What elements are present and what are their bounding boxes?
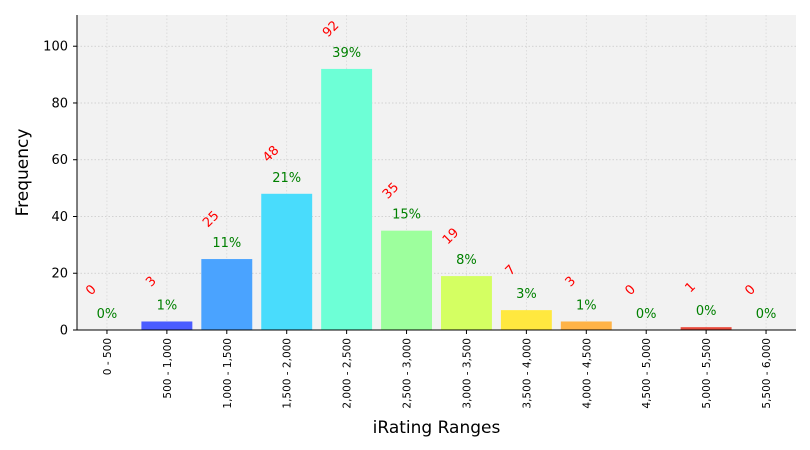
percent-label: 0%: [696, 304, 717, 319]
bar: [560, 321, 612, 330]
x-tick-label: 2,500 - 3,000: [402, 338, 414, 409]
x-tick-label: 3,500 - 4,000: [521, 338, 533, 409]
bar: [141, 321, 193, 330]
axes: [76, 15, 796, 331]
x-axis-label: iRating Ranges: [373, 418, 501, 438]
percent-label: 0%: [97, 307, 118, 322]
bar: [261, 193, 313, 330]
x-axis-ticks: 0 - 500 500 - 1,000 1,000 - 1,500 1,500 - 2…: [102, 330, 773, 409]
x-tick-label: 3,000 - 3,500: [461, 338, 473, 409]
percent-label: 15%: [392, 208, 421, 223]
y-tick-label: 80: [51, 96, 68, 111]
y-tick-label: 40: [51, 210, 68, 225]
x-tick-label: 1,000 - 1,500: [222, 338, 234, 409]
bars: [141, 68, 732, 331]
y-axis-ticks: 0 20 40 60 80 100: [43, 40, 77, 339]
y-tick-label: 0: [60, 324, 68, 339]
percent-label: 0%: [756, 307, 777, 322]
bar: [440, 276, 492, 330]
bar: [381, 230, 433, 330]
percent-label: 11%: [212, 236, 241, 251]
percent-label: 39%: [332, 46, 361, 61]
y-tick-label: 60: [51, 153, 68, 168]
y-tick-label: 100: [43, 40, 68, 55]
percent-label: 1%: [576, 298, 597, 313]
x-tick-label: 4,500 - 5,000: [641, 338, 653, 409]
bar: [201, 259, 253, 330]
bar: [500, 310, 552, 330]
x-tick-label: 0 - 500: [102, 338, 114, 375]
bar: [321, 68, 373, 331]
percent-label: 21%: [272, 171, 301, 186]
x-tick-label: 5,000 - 5,500: [701, 338, 713, 409]
x-tick-label: 2,000 - 2,500: [342, 338, 354, 409]
x-tick-label: 500 - 1,000: [162, 338, 174, 399]
plot-area: [77, 15, 796, 330]
percent-label: 0%: [636, 307, 657, 322]
y-axis-label: Frequency: [13, 129, 33, 217]
bar: [680, 327, 732, 330]
percent-label: 3%: [516, 287, 537, 302]
percent-label: 8%: [456, 253, 477, 268]
y-tick-label: 20: [51, 267, 68, 282]
x-tick-label: 5,500 - 6,000: [761, 338, 773, 409]
x-tick-label: 4,000 - 4,500: [581, 338, 593, 409]
x-tick-label: 1,500 - 2,000: [282, 338, 294, 409]
percent-label: 1%: [157, 298, 178, 313]
